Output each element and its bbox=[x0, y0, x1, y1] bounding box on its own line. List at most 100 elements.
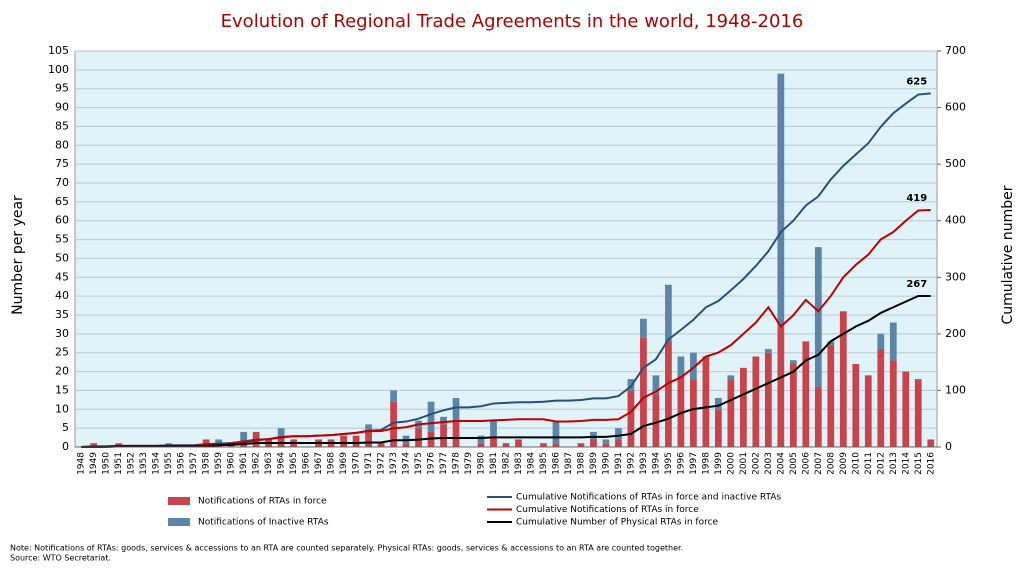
x-tick-label: 2009 bbox=[839, 452, 849, 475]
note: Note: Notifications of RTAs: goods, serv… bbox=[10, 544, 683, 553]
bar bbox=[452, 420, 460, 447]
bar bbox=[340, 435, 347, 447]
x-tick-label: 1991 bbox=[614, 452, 624, 475]
bar bbox=[652, 375, 660, 395]
x-tick-label: 1964 bbox=[277, 452, 287, 475]
y-tick-label: 80 bbox=[55, 138, 69, 151]
bar bbox=[440, 424, 447, 447]
x-tick-label: 2015 bbox=[914, 452, 924, 475]
bar bbox=[789, 364, 797, 447]
x-tick-label: 1963 bbox=[264, 452, 274, 475]
x-tick-label: 1997 bbox=[689, 452, 699, 475]
y2-tick-label: 200 bbox=[945, 327, 966, 340]
y-tick-label: 85 bbox=[55, 119, 69, 132]
x-tick-label: 1948 bbox=[77, 452, 87, 475]
y-tick-label: 5 bbox=[62, 421, 69, 434]
x-tick-label: 1975 bbox=[414, 452, 424, 475]
y-tick-label: 55 bbox=[55, 233, 69, 246]
bar bbox=[877, 348, 885, 447]
bar bbox=[402, 443, 410, 447]
x-tick-label: 1990 bbox=[601, 452, 611, 475]
bar bbox=[889, 322, 897, 361]
y-axis-label: Number per year bbox=[10, 195, 26, 315]
x-tick-label: 2003 bbox=[764, 452, 774, 475]
bar bbox=[690, 352, 697, 380]
x-tick-label: 1974 bbox=[402, 452, 412, 475]
x-tick-label: 1960 bbox=[227, 452, 237, 475]
bar bbox=[677, 375, 685, 447]
y-tick-label: 0 bbox=[62, 440, 69, 453]
y-tick-label: 75 bbox=[55, 157, 69, 170]
y-tick-label: 100 bbox=[48, 63, 69, 76]
x-tick-label: 2010 bbox=[851, 452, 861, 475]
x-tick-label: 2011 bbox=[864, 452, 874, 475]
bar bbox=[452, 397, 460, 421]
y-tick-label: 60 bbox=[55, 214, 69, 227]
x-tick-label: 1989 bbox=[589, 452, 599, 475]
x-tick-label: 1951 bbox=[114, 452, 124, 475]
x-tick-label: 1972 bbox=[377, 452, 387, 475]
legend-label: Notifications of Inactive RTAs bbox=[198, 518, 329, 528]
x-tick-label: 1973 bbox=[389, 452, 399, 475]
x-tick-label: 1999 bbox=[714, 452, 724, 475]
x-tick-label: 1950 bbox=[102, 452, 112, 475]
bar bbox=[640, 318, 647, 338]
x-tick-label: 1983 bbox=[514, 452, 524, 475]
bar bbox=[415, 428, 422, 447]
line bbox=[81, 294, 931, 448]
x-tick-label: 2004 bbox=[776, 452, 786, 475]
bar bbox=[365, 431, 372, 447]
x-tick-label: 1979 bbox=[464, 452, 474, 475]
y-tick-label: 40 bbox=[55, 289, 69, 302]
x-tick-label: 1961 bbox=[239, 452, 249, 475]
x-tick-label: 1998 bbox=[701, 452, 711, 475]
bar bbox=[490, 435, 497, 447]
x-tick-label: 1955 bbox=[164, 452, 174, 475]
bar bbox=[552, 420, 560, 444]
bar bbox=[502, 443, 510, 447]
y2-tick-label: 600 bbox=[945, 101, 966, 114]
bar bbox=[352, 435, 360, 447]
bar bbox=[889, 360, 897, 447]
bar bbox=[839, 311, 847, 447]
bar bbox=[715, 409, 722, 447]
y-tick-label: 50 bbox=[55, 251, 69, 264]
y-tick-label: 90 bbox=[55, 101, 69, 114]
x-tick-label: 2013 bbox=[889, 452, 899, 475]
bar bbox=[739, 367, 747, 447]
x-tick-label: 1962 bbox=[252, 452, 262, 475]
end-label: 267 bbox=[906, 279, 927, 290]
x-tick-label: 1952 bbox=[127, 452, 137, 475]
end-label: 419 bbox=[906, 193, 927, 204]
x-tick-label: 1994 bbox=[651, 452, 661, 475]
x-tick-label: 1987 bbox=[564, 452, 574, 475]
bar bbox=[914, 379, 922, 447]
bar bbox=[677, 356, 685, 376]
x-tick-label: 1996 bbox=[676, 452, 686, 475]
bar bbox=[827, 345, 835, 447]
bar bbox=[602, 443, 610, 447]
y2-tick-label: 700 bbox=[945, 44, 966, 57]
bar bbox=[627, 390, 635, 447]
y-tick-label: 70 bbox=[55, 176, 69, 189]
bar bbox=[90, 443, 98, 447]
bar bbox=[877, 333, 885, 349]
y-tick-label: 15 bbox=[55, 383, 69, 396]
legend-swatch bbox=[168, 518, 190, 526]
y-tick-label: 30 bbox=[55, 327, 69, 340]
bar bbox=[752, 356, 760, 447]
y-tick-label: 25 bbox=[55, 346, 69, 359]
y-tick-label: 10 bbox=[55, 402, 69, 415]
end-label: 625 bbox=[906, 76, 927, 87]
x-tick-label: 1957 bbox=[189, 452, 199, 475]
source: Source: WTO Secretariat. bbox=[10, 554, 111, 563]
y2-tick-label: 400 bbox=[945, 214, 966, 227]
x-tick-label: 1969 bbox=[339, 452, 349, 475]
y2-tick-label: 0 bbox=[945, 440, 952, 453]
x-tick-label: 1965 bbox=[289, 452, 299, 475]
bar bbox=[902, 371, 910, 447]
y-tick-label: 95 bbox=[55, 82, 69, 95]
x-tick-label: 1995 bbox=[664, 452, 674, 475]
bar bbox=[927, 439, 935, 447]
x-tick-label: 2001 bbox=[739, 452, 749, 475]
